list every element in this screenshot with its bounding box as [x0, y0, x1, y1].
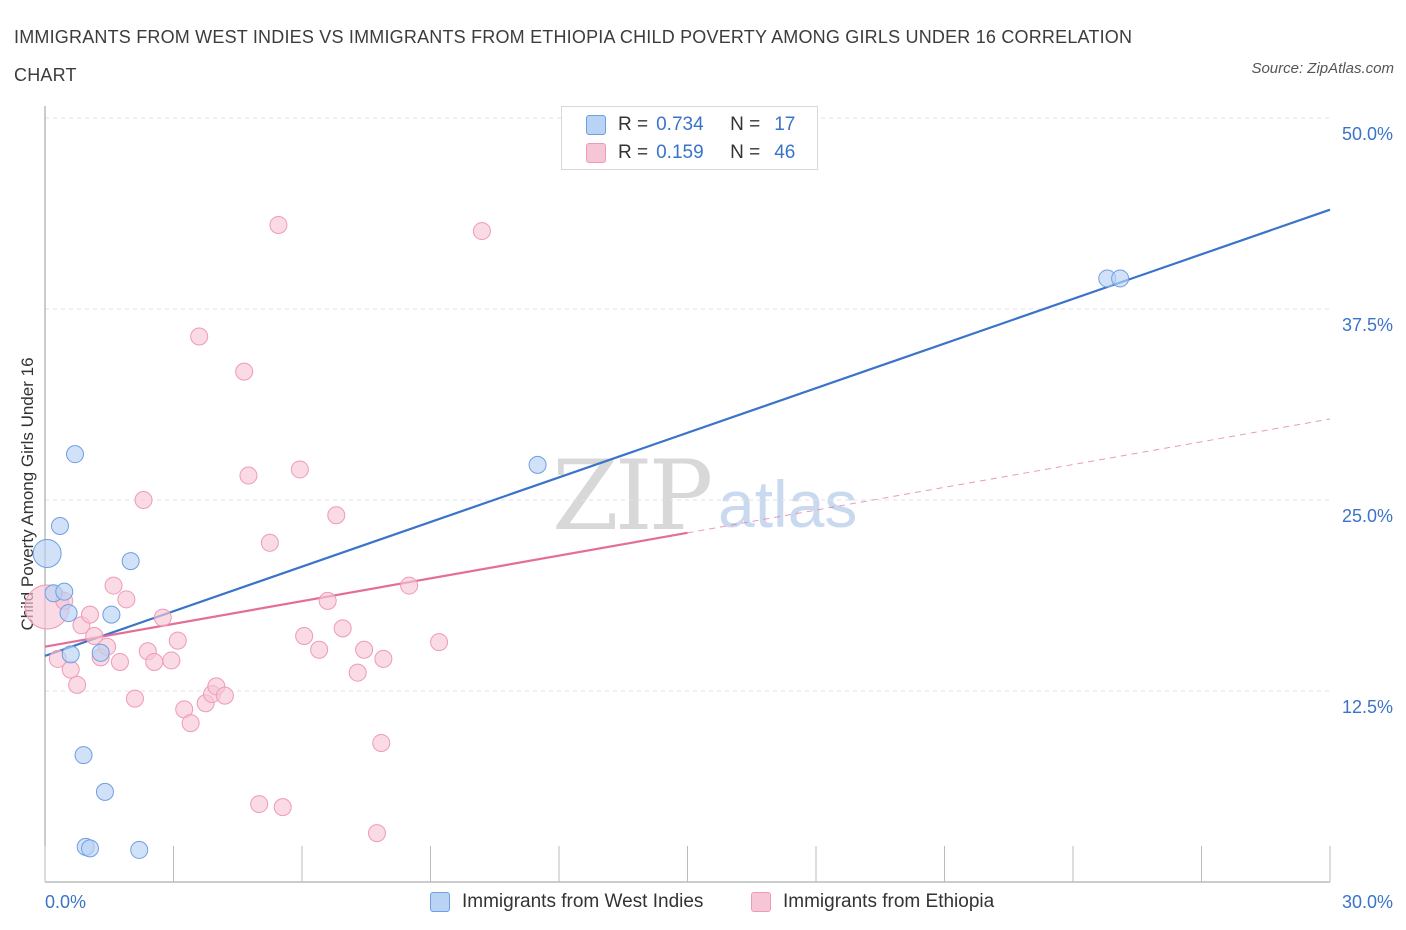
legend-n-label: N =	[730, 142, 761, 163]
legend-n-value: 17	[774, 114, 796, 135]
data-point-pink	[168, 631, 187, 650]
data-point-blue	[65, 445, 84, 464]
chart-title: IMMIGRANTS FROM WEST INDIES VS IMMIGRANT…	[14, 27, 1133, 85]
data-point-pink	[190, 327, 209, 346]
data-point-pink	[145, 652, 164, 671]
data-point-pink	[110, 652, 129, 671]
data-point-pink	[367, 824, 386, 843]
y-tick-label: 25.0%	[1342, 506, 1393, 526]
data-point-pink	[104, 576, 123, 595]
data-point-pink	[348, 663, 367, 682]
watermark-atlas: atlas	[718, 467, 858, 541]
data-point-blue	[59, 604, 78, 623]
data-point-pink	[260, 533, 279, 552]
data-point-blue	[528, 455, 547, 474]
data-point-blue	[74, 746, 93, 765]
data-point-blue	[91, 643, 110, 662]
data-point-pink	[295, 626, 314, 645]
data-point-blue	[1111, 269, 1130, 288]
data-point-pink	[181, 714, 200, 733]
data-point-blue	[102, 605, 121, 624]
data-point-pink	[472, 222, 491, 241]
data-point-blue	[55, 582, 74, 601]
bottom-legend-ethiopia: Immigrants from Ethiopia	[751, 888, 994, 916]
data-point-pink	[318, 591, 337, 610]
legend-row-ethiopia: R = 0.159 N = 46	[586, 140, 795, 166]
legend-swatch-blue	[586, 115, 606, 135]
legend-r-label: R =	[618, 114, 649, 135]
legend-swatch-pink	[586, 143, 606, 163]
data-point-pink	[153, 608, 172, 627]
data-point-pink	[68, 675, 87, 694]
data-point-pink	[374, 649, 393, 668]
grid	[45, 117, 1330, 692]
data-point-blue	[50, 516, 69, 535]
data-point-pink	[269, 215, 288, 234]
trend-line-pink	[44, 531, 688, 648]
data-point-pink	[250, 795, 269, 814]
legend-r-label: R =	[618, 142, 649, 163]
data-point-blue	[130, 840, 149, 859]
data-point-blue	[121, 552, 140, 571]
data-point-pink	[85, 626, 104, 645]
data-point-pink	[215, 686, 234, 705]
bottom-legend-swatch-blue	[430, 892, 450, 912]
correlation-legend: R = 0.734 N = 17 R = 0.159 N = 46	[561, 106, 818, 170]
legend-r-value: 0.734	[656, 114, 704, 135]
data-point-pink	[372, 733, 391, 752]
legend-n-value: 46	[774, 142, 796, 163]
data-point-blue	[80, 839, 99, 858]
data-point-pink	[355, 640, 374, 659]
bottom-legend-swatch-pink	[751, 892, 771, 912]
data-point-blue	[95, 782, 114, 801]
trend-lines	[44, 208, 1331, 657]
data-point-blue	[61, 645, 80, 664]
data-point-pink	[239, 466, 258, 485]
data-point-pink	[117, 590, 136, 609]
bottom-legend-label: Immigrants from West Indies	[462, 891, 704, 912]
source-note: Source: ZipAtlas.com	[1251, 60, 1394, 77]
legend-r-value: 0.159	[656, 142, 704, 163]
data-point-pink	[310, 640, 329, 659]
legend-n-label: N =	[730, 114, 761, 135]
data-point-pink	[134, 491, 153, 509]
data-point-blue	[32, 538, 62, 568]
data-point-pink	[290, 460, 309, 479]
trend-line-extension-pink	[687, 418, 1331, 534]
data-point-pink	[162, 651, 181, 670]
y-tick-label: 50.0%	[1342, 124, 1393, 144]
data-point-pink	[235, 362, 254, 381]
axes	[44, 106, 1331, 883]
data-point-pink	[61, 660, 80, 679]
x-tick-label: 0.0%	[45, 892, 86, 912]
data-point-pink	[80, 605, 99, 624]
data-point-pink	[400, 576, 419, 595]
bottom-legend-label: Immigrants from Ethiopia	[783, 891, 995, 912]
y-tick-label: 37.5%	[1342, 315, 1393, 335]
y-tick-label: 12.5%	[1342, 697, 1393, 717]
data-point-pink	[333, 619, 352, 638]
data-point-pink	[125, 689, 144, 708]
bottom-legend-west-indies: Immigrants from West Indies	[430, 888, 703, 916]
data-point-pink	[327, 506, 346, 525]
data-points	[24, 215, 1130, 859]
x-tick-label: 30.0%	[1342, 892, 1393, 912]
data-point-pink	[273, 798, 292, 817]
data-point-pink	[430, 633, 449, 652]
legend-row-west-indies: R = 0.734 N = 17	[586, 112, 795, 138]
tick-labels: 12.5% 25.0% 37.5% 50.0% 0.0% 30.0%	[45, 124, 1393, 912]
trend-line-blue	[44, 208, 1331, 657]
